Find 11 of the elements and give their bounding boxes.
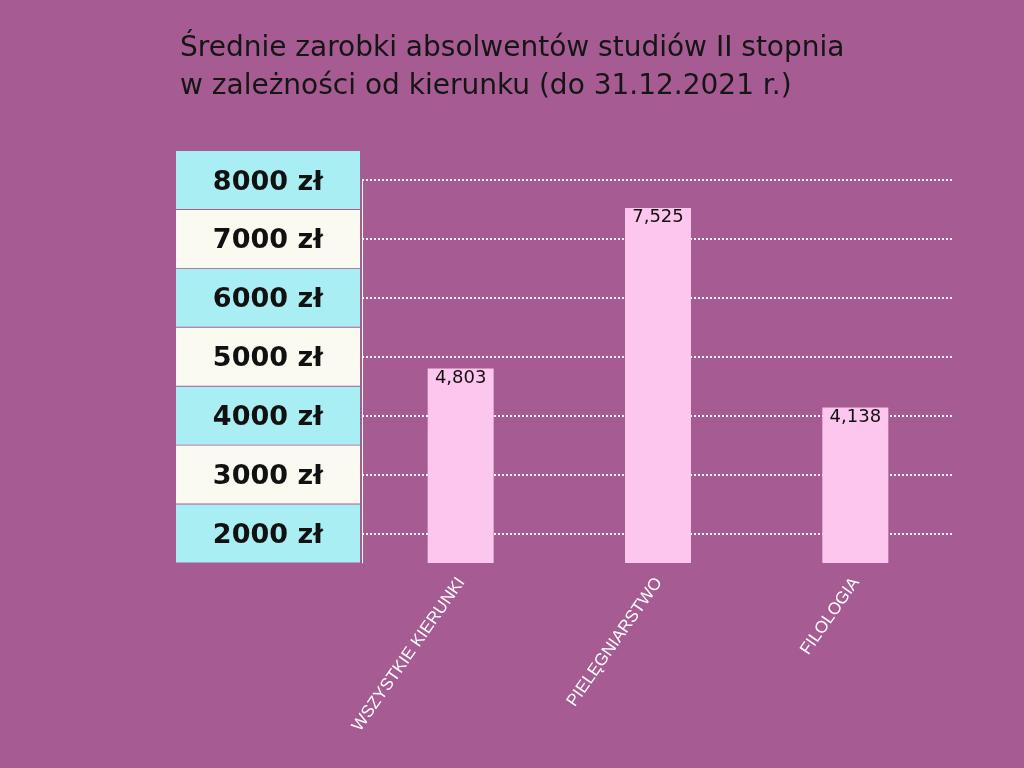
y-tick-label: 3000 zł <box>212 459 325 491</box>
y-tick-label: 8000 zł <box>212 164 325 196</box>
data-label: 4,803 <box>434 365 487 387</box>
y-tick-label: 4000 zł <box>212 400 325 432</box>
chart-title: Średnie zarobki absolwentów studiów II stopnia w zależności od kierunku (do 31.12.2021 r.) <box>180 28 845 101</box>
y-tick-label: 6000 zł <box>212 282 325 314</box>
y-tick-label: 2000 zł <box>212 518 325 550</box>
data-label: 4,138 <box>829 405 882 427</box>
data-label: 7,525 <box>632 205 684 227</box>
y-tick-label: 5000 zł <box>212 341 325 373</box>
y-tick-label: 7000 zł <box>212 223 325 255</box>
